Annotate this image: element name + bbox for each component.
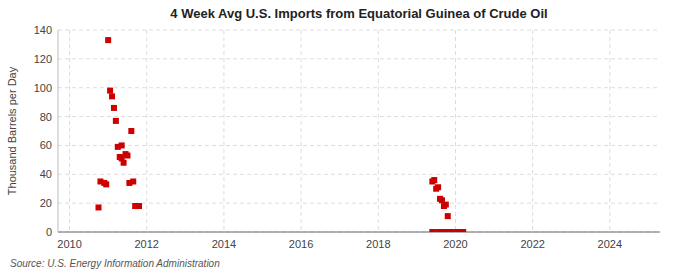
point	[121, 160, 127, 166]
point	[443, 202, 449, 208]
points	[96, 37, 467, 232]
x-tick-label: 2010	[57, 238, 81, 250]
x-grid-line	[609, 30, 610, 232]
x-tick-label: 2014	[212, 238, 236, 250]
x-tick-label: 2022	[520, 238, 544, 250]
y-axis-line	[58, 30, 59, 232]
point	[435, 184, 441, 190]
y-grid-line	[58, 58, 660, 59]
y-tick-label: 40	[40, 168, 52, 180]
y-tick-label: 100	[34, 82, 52, 94]
x-grid-line	[69, 30, 70, 232]
y-grid-line	[58, 87, 660, 88]
point	[111, 105, 117, 111]
x-tick-label: 2020	[443, 238, 467, 250]
point	[107, 88, 113, 94]
point	[109, 93, 115, 99]
grid	[58, 30, 660, 232]
x-grid-line	[301, 30, 302, 232]
x-tick-label: 2012	[135, 238, 159, 250]
y-tick-label: 80	[40, 111, 52, 123]
y-grid-line	[58, 30, 660, 31]
x-tick-label: 2016	[289, 238, 313, 250]
y-grid-line	[58, 203, 660, 204]
point	[429, 229, 435, 232]
y-tick-label: 140	[34, 24, 52, 36]
x-tick-label: 2018	[366, 238, 390, 250]
chart: 4 Week Avg U.S. Imports from Equatorial …	[0, 0, 675, 275]
point	[128, 128, 134, 134]
y-tick-label: 120	[34, 53, 52, 65]
x-axis-line	[58, 232, 660, 233]
x-grid-line	[455, 30, 456, 232]
y-tick-label: 20	[40, 197, 52, 209]
x-grid-line	[223, 30, 224, 232]
point	[136, 203, 142, 209]
y-tick-label: 0	[46, 226, 52, 238]
x-tick-label: 2024	[598, 238, 622, 250]
y-grid-line	[58, 174, 660, 175]
point	[431, 177, 437, 183]
y-axis-label: Thousand Barrels per Day	[6, 66, 18, 195]
title: 4 Week Avg U.S. Imports from Equatorial …	[170, 6, 547, 21]
y-grid-line	[58, 232, 660, 233]
point	[124, 153, 130, 159]
point	[105, 37, 111, 43]
y-grid-line	[58, 116, 660, 117]
source-note: Source: U.S. Energy Information Administ…	[10, 258, 220, 269]
point	[130, 179, 136, 185]
y-grid-line	[58, 145, 660, 146]
point	[460, 229, 466, 232]
point	[96, 204, 102, 210]
point	[113, 118, 119, 124]
point	[103, 181, 109, 187]
point	[445, 213, 451, 219]
point	[119, 142, 125, 148]
x-grid-line	[378, 30, 379, 232]
y-tick-label: 60	[40, 139, 52, 151]
x-grid-line	[532, 30, 533, 232]
x-grid-line	[146, 30, 147, 232]
